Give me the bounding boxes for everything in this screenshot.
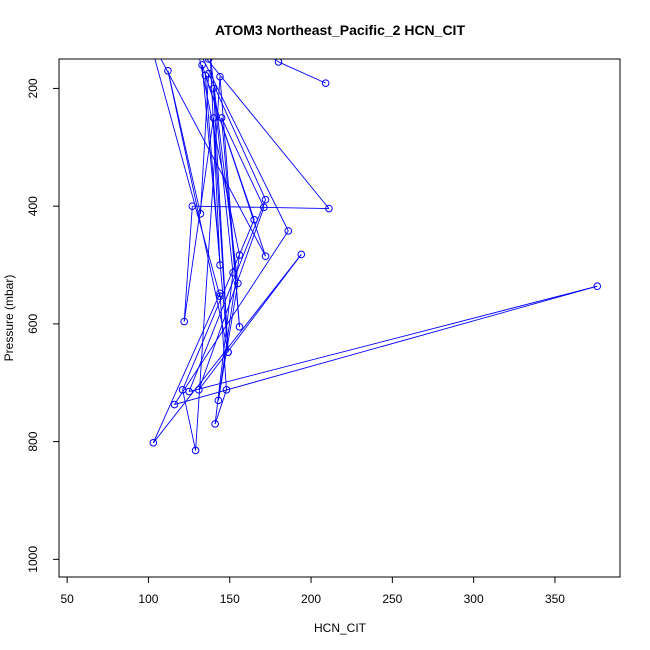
data-point [234,279,242,288]
data-point [180,317,189,326]
series-segment [201,64,229,353]
data-point [284,227,293,235]
x-axis: 50 100 150 200 250 300 350 [60,576,565,606]
data-point [209,84,218,93]
data-point [297,250,306,259]
series-segment [221,117,265,208]
data-point [170,400,179,409]
series-segment [182,389,197,451]
series-segment [217,283,239,401]
series-layer [149,59,602,455]
data-point [188,202,197,210]
series-segment [154,59,221,297]
series-segment [208,73,266,200]
data-point [260,203,268,212]
series-segment [198,254,302,391]
chart-title: ATOM3 Northeast_Pacific_2 HCN_CIT [215,22,465,38]
data-point [211,420,219,428]
data-point [198,61,206,69]
series-segment [182,219,255,390]
series-segment [188,285,598,393]
series-segment [167,70,201,214]
data-point [216,261,224,269]
data-point [216,292,224,301]
data-point [201,71,210,80]
y-tick-label: 400 [26,196,40,216]
data-point [321,79,330,87]
series-segment [160,59,266,257]
data-point [178,386,187,394]
x-tick-label: 50 [60,592,74,606]
series-segment [201,64,266,257]
series-segment [278,61,326,84]
y-tick-label: 1000 [26,546,40,573]
x-axis-label: HCN_CIT [314,621,367,635]
y-tick-label: 600 [26,314,40,334]
data-point [224,348,232,356]
x-tick-label: 150 [220,592,240,606]
data-point [229,268,237,277]
y-tick-label: 200 [26,78,40,98]
data-point [222,386,231,394]
x-tick-label: 350 [545,592,565,606]
data-point [274,59,283,66]
series-segment [213,88,229,353]
y-tick-label: 800 [26,431,40,451]
data-point [195,386,203,394]
data-point [235,251,244,259]
x-tick-label: 250 [382,592,402,606]
series-segment [199,59,240,256]
data-point [325,204,333,213]
series-segment [214,272,234,425]
series-segment [214,389,227,425]
data-point [217,114,226,122]
data-point [164,66,172,75]
data-point [261,252,270,260]
series-segment [152,293,221,443]
data-point [250,215,258,224]
data-point [149,438,158,447]
series-segment [219,293,227,390]
x-tick-label: 200 [301,592,321,606]
data-point [593,282,602,291]
series-segment [174,285,598,405]
series-segment [206,59,330,209]
x-tick-label: 100 [138,592,158,606]
data-point [209,114,218,122]
data-point [216,289,224,298]
series-segment [202,59,289,232]
x-tick-label: 300 [464,592,484,606]
series-segment [221,117,240,327]
series-segment [198,207,265,390]
data-point [196,210,205,218]
data-point [261,195,270,204]
data-point [214,396,223,405]
plot-frame [58,58,621,578]
data-point [191,446,200,455]
y-axis-label: Pressure (mbar) [2,275,16,362]
data-point [216,72,224,81]
series-segment [183,206,193,322]
data-point [235,323,244,331]
series-segment [174,230,289,405]
